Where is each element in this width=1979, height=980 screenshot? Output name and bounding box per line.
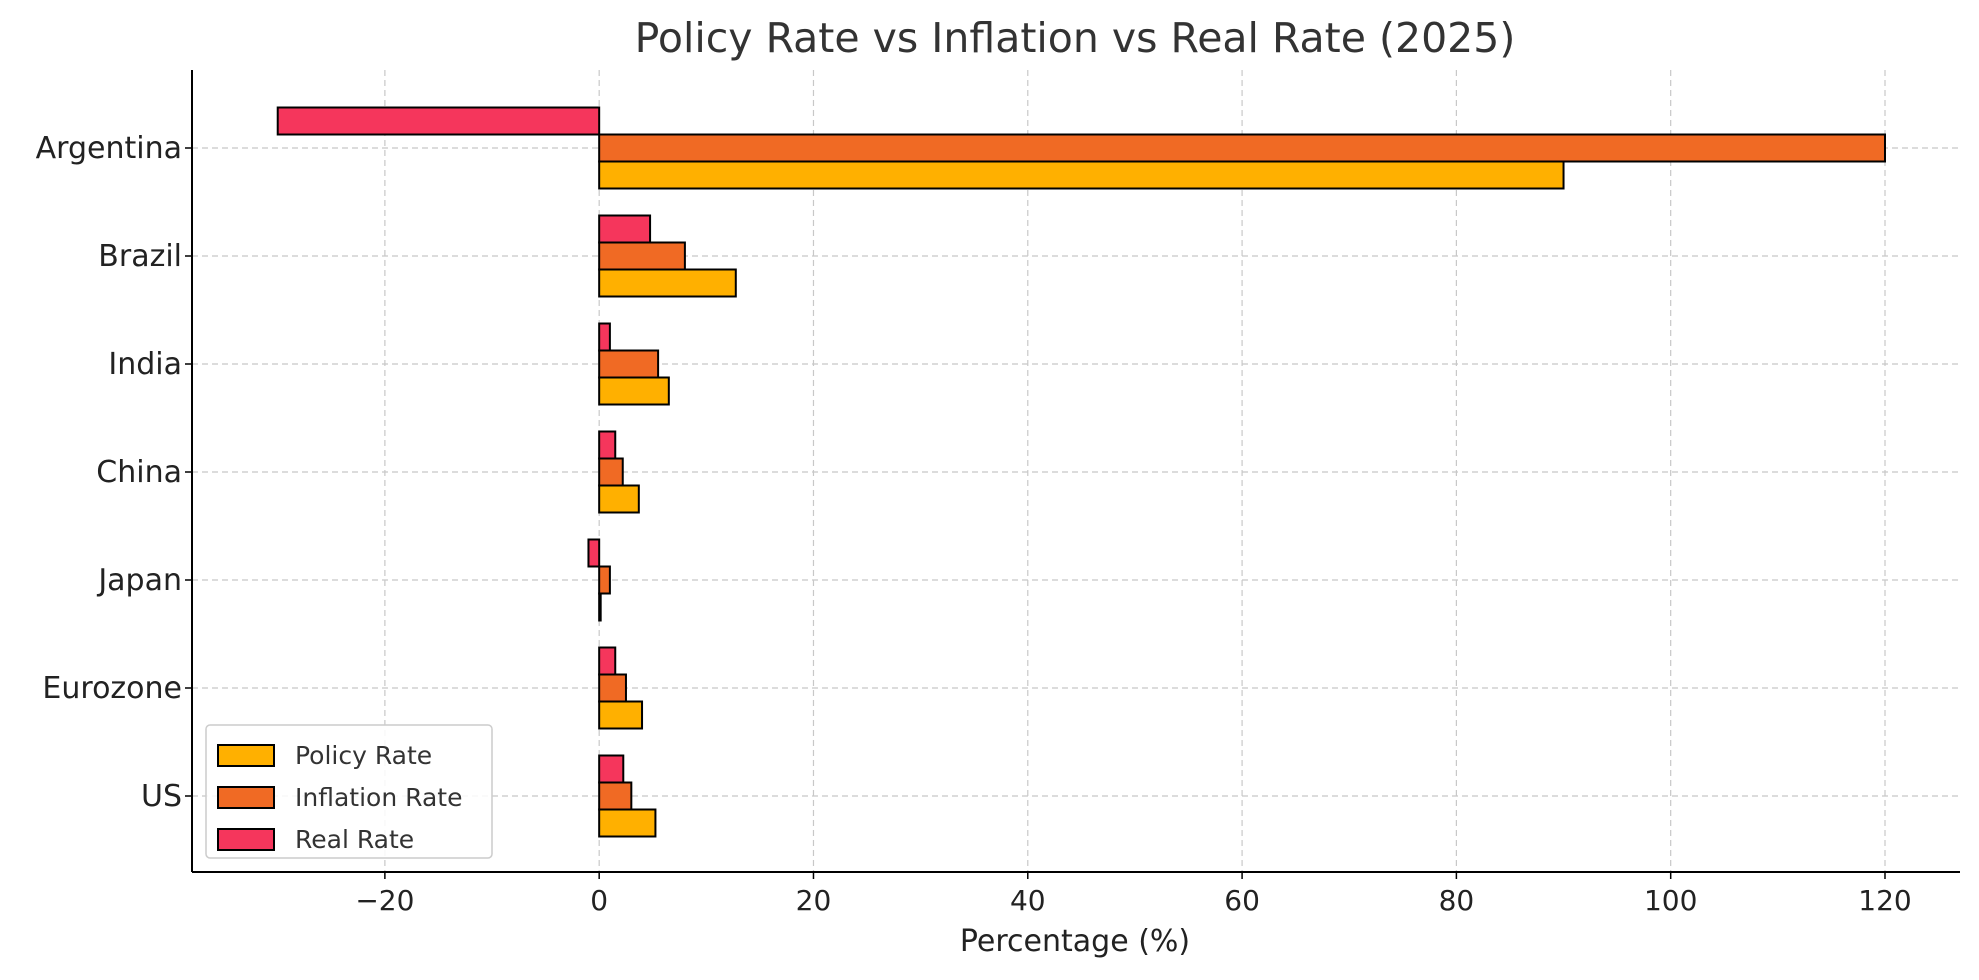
legend-label: Inflation Rate [295,783,462,812]
y-tick-label: Brazil [98,239,182,274]
bars [276,106,1886,838]
x-tick-label: 60 [1224,884,1260,917]
legend-swatch [217,828,275,851]
x-tick-label: 120 [1858,884,1911,917]
bar-policy-rate-argentina [598,160,1565,190]
x-tick-label: 100 [1644,884,1697,917]
x-tick-labels: −20 0 20 40 60 80 100 120 [355,872,1912,917]
bar-policy-rate-brazil [598,268,737,298]
y-tick-label: India [108,347,182,382]
bar-policy-rate-china [598,484,640,514]
y-tick-label: Japan [96,563,182,598]
bar-policy-rate-india [598,376,670,406]
bar-inflation-rate-argentina [598,133,1886,163]
legend-swatch [217,786,275,809]
legend-swatch [217,744,275,767]
bar-policy-rate-eurozone [598,700,644,730]
x-tick-label: 20 [796,884,832,917]
bar-policy-rate-japan [598,592,602,622]
bar-real-rate-china [598,430,617,460]
bar-real-rate-us [598,754,625,784]
legend-label: Policy Rate [295,741,432,770]
y-tick-labels: US Eurozone Japan China India Brazil Argentina [36,131,192,814]
bar-inflation-rate-brazil [598,241,686,271]
x-tick-label: 80 [1439,884,1475,917]
bar-real-rate-argentina [276,106,601,136]
legend: Policy Rate Inflation Rate Real Rate [205,724,493,859]
bar-inflation-rate-us [598,781,633,811]
bar-real-rate-eurozone [598,646,617,676]
x-axis-label: Percentage (%) [960,924,1190,959]
bar-inflation-rate-japan [598,565,611,595]
bar-real-rate-india [598,322,611,352]
x-tick-label: −20 [355,884,414,917]
y-tick-label: Argentina [36,131,182,166]
bar-inflation-rate-eurozone [598,673,627,703]
y-tick-label: Eurozone [42,671,182,706]
legend-frame [205,724,493,859]
chart-title: Policy Rate vs Inflation vs Real Rate (2… [635,14,1516,62]
bar-inflation-rate-china [598,457,624,487]
y-tick-label: China [96,455,182,490]
bar-inflation-rate-india [598,349,660,379]
y-tick-label: US [141,779,182,814]
x-tick-label: 40 [1010,884,1046,917]
x-tick-label: 0 [590,884,608,917]
bar-policy-rate-us [598,808,657,838]
bar-real-rate-japan [587,538,601,568]
legend-label: Real Rate [295,825,414,854]
axes [191,70,1960,873]
bar-real-rate-brazil [598,214,652,244]
